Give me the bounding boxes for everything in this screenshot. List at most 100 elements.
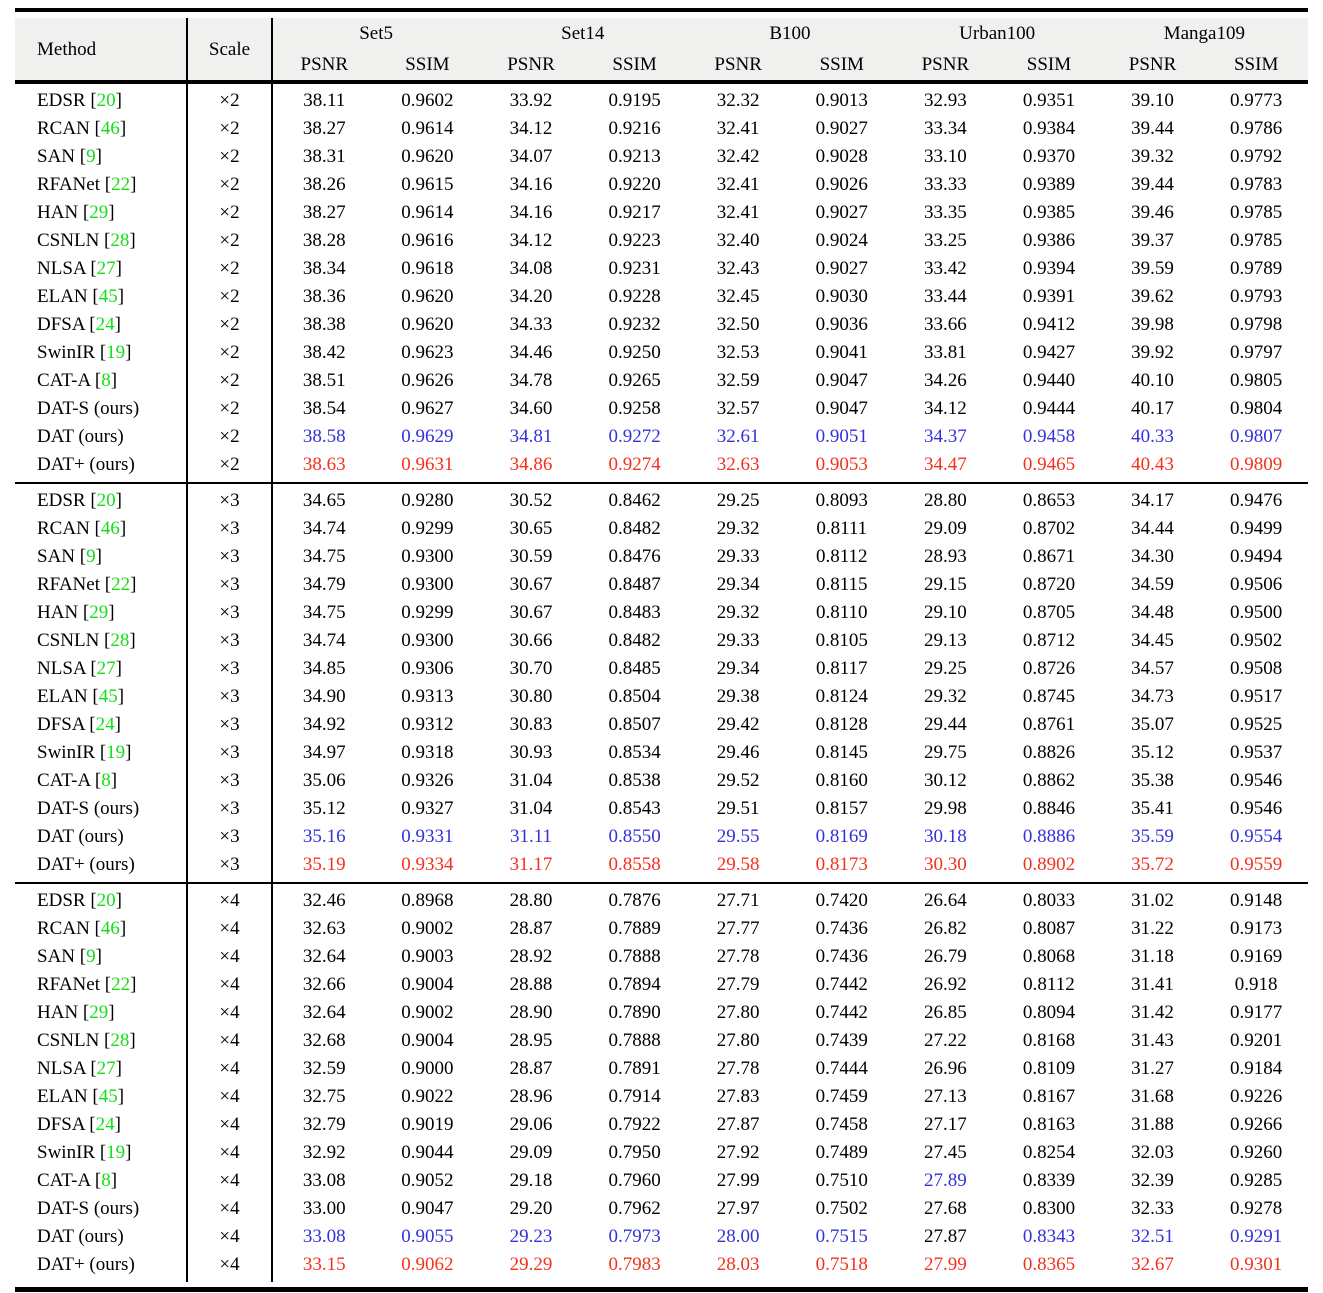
urban100-ssim-cell: 0.9384 — [1022, 118, 1076, 139]
set14-psnr-cell: 29.06 — [509, 1114, 553, 1135]
b100-psnr-cell: 32.57 — [716, 398, 760, 419]
set5-ssim-header: SSIM — [375, 49, 480, 84]
b100-psnr-cell: 32.41 — [716, 118, 760, 139]
citation-link[interactable]: 8 — [101, 770, 111, 791]
set5-psnr-cell: 38.28 — [302, 230, 346, 251]
b100-ssim-cell: 0.8110 — [815, 602, 868, 623]
set5-psnr-cell: 38.27 — [302, 202, 346, 223]
citation-link[interactable]: 45 — [98, 686, 118, 707]
b100-ssim-cell: 0.7444 — [815, 1058, 868, 1079]
urban100-ssim-cell: 0.9440 — [1022, 370, 1076, 391]
set14-ssim-header: SSIM — [582, 49, 687, 84]
manga109-ssim-cell: 0.9525 — [1230, 714, 1283, 735]
citation-bracket: [ — [75, 146, 87, 167]
citation-link[interactable]: 28 — [110, 1030, 130, 1051]
citation-link[interactable]: 46 — [100, 118, 120, 139]
citation-link[interactable]: 22 — [111, 174, 131, 195]
citation-link[interactable]: 8 — [101, 1170, 111, 1191]
table-bottom-rule — [15, 1287, 1308, 1292]
urban100-ssim-cell: 0.9394 — [1022, 258, 1076, 279]
manga109-ssim-cell: 0.9785 — [1230, 230, 1283, 251]
citation-bracket: [ — [84, 1114, 96, 1135]
manga109-ssim-cell: 0.9809 — [1230, 454, 1283, 475]
citation-bracket: [ — [87, 686, 99, 707]
citation-link[interactable]: 46 — [100, 518, 120, 539]
set14-psnr-cell: 28.87 — [509, 918, 553, 939]
set14-ssim-cell: 0.9258 — [608, 398, 661, 419]
manga109-psnr-cell: 35.38 — [1131, 770, 1174, 791]
citation-link[interactable]: 20 — [96, 490, 116, 511]
results-table: Method Scale Set5 Set14 B100 Urban100 Manga109… — [15, 18, 1308, 1282]
method-name: RFANet — [37, 574, 100, 595]
b100-ssim-cell: 0.8112 — [815, 546, 868, 567]
table-row: SwinIR [19] ×4 32.92 0.9044 29.09 0.7950 27.92… — [15, 1139, 1308, 1167]
citation-link[interactable]: 20 — [96, 890, 116, 911]
set14-ssim-cell: 0.7983 — [608, 1254, 661, 1275]
urban100-psnr-cell: 26.92 — [923, 974, 967, 995]
citation-link[interactable]: 9 — [86, 546, 96, 567]
citation-link[interactable]: 9 — [86, 146, 96, 167]
citation-link[interactable]: 19 — [106, 742, 126, 763]
set14-ssim-cell: 0.9250 — [608, 342, 661, 363]
citation-link[interactable]: 45 — [98, 286, 118, 307]
method-name: DAT (ours) — [37, 426, 124, 447]
citation-link[interactable]: 46 — [100, 918, 120, 939]
table-row: RFANet [22] ×2 38.26 0.9615 34.16 0.9220 32.41… — [15, 171, 1308, 199]
set5-ssim-cell: 0.8968 — [375, 882, 480, 915]
citation-link[interactable]: 24 — [95, 714, 115, 735]
citation-link[interactable]: 22 — [111, 974, 131, 995]
scale-cell: ×3 — [187, 571, 273, 599]
method-name: EDSR — [37, 890, 86, 911]
citation-link[interactable]: 29 — [89, 1002, 109, 1023]
citation-link[interactable]: 45 — [98, 1086, 118, 1107]
set5-ssim-cell: 0.9313 — [401, 686, 454, 707]
manga109-psnr-cell: 39.92 — [1131, 342, 1174, 363]
citation-link[interactable]: 29 — [89, 602, 109, 623]
method-name: ELAN — [37, 286, 88, 307]
method-cell: NLSA [27] — [15, 655, 188, 683]
citation-bracket: [ — [90, 370, 102, 391]
set5-psnr-cell: 34.92 — [302, 714, 346, 735]
method-name: CAT-A — [37, 770, 91, 791]
citation-link[interactable]: 29 — [89, 202, 109, 223]
citation-link[interactable]: 24 — [95, 1114, 115, 1135]
citation-link[interactable]: 20 — [96, 90, 116, 111]
citation-bracket: [ — [84, 714, 96, 735]
citation-bracket: ] — [125, 1142, 132, 1163]
table-row: EDSR [20] ×2 38.11 0.9602 33.92 0.9195 32.32 0.… — [15, 82, 1308, 115]
set5-psnr-cell: 38.34 — [302, 258, 346, 279]
manga109-psnr-cell: 39.62 — [1131, 286, 1174, 307]
manga109-ssim-cell: 0.9500 — [1230, 602, 1283, 623]
citation-link[interactable]: 27 — [96, 658, 116, 679]
citation-link[interactable]: 19 — [106, 1142, 126, 1163]
citation-link[interactable]: 22 — [111, 574, 131, 595]
citation-link[interactable]: 28 — [110, 230, 130, 251]
set5-psnr-cell: 35.06 — [302, 770, 346, 791]
method-cell: SAN [9] — [15, 543, 188, 571]
citation-link[interactable]: 27 — [96, 1058, 116, 1079]
citation-link[interactable]: 24 — [95, 314, 115, 335]
citation-link[interactable]: 19 — [106, 342, 126, 363]
b100-ssim-cell: 0.8145 — [815, 742, 868, 763]
table-row: DAT+ (ours) ×2 38.63 0.9631 34.86 0.9274 32.63… — [15, 451, 1308, 483]
urban100-psnr-cell: 29.25 — [923, 658, 967, 679]
urban100-psnr-cell: 29.98 — [923, 798, 967, 819]
citation-link[interactable]: 27 — [96, 258, 116, 279]
citation-bracket: [ — [99, 230, 111, 251]
citation-bracket: ] — [129, 630, 136, 651]
method-name: CAT-A — [37, 370, 91, 391]
citation-link[interactable]: 28 — [110, 630, 130, 651]
set14-psnr-cell: 31.04 — [509, 798, 553, 819]
urban100-ssim-cell: 0.8365 — [1022, 1254, 1076, 1275]
set5-ssim-cell: 0.9327 — [401, 798, 454, 819]
urban100-ssim-cell: 0.8862 — [1022, 770, 1076, 791]
scale-cell: ×2 — [187, 451, 273, 483]
citation-bracket: ] — [115, 658, 122, 679]
manga109-ssim-cell: 0.9546 — [1230, 770, 1283, 791]
method-cell: DFSA [24] — [15, 311, 188, 339]
citation-link[interactable]: 8 — [101, 370, 111, 391]
table-row: ELAN [45] ×2 38.36 0.9620 34.20 0.9228 32.45 0.… — [15, 283, 1308, 311]
citation-bracket: ] — [119, 518, 127, 539]
set14-ssim-cell: 0.8483 — [608, 602, 661, 623]
citation-link[interactable]: 9 — [86, 946, 96, 967]
